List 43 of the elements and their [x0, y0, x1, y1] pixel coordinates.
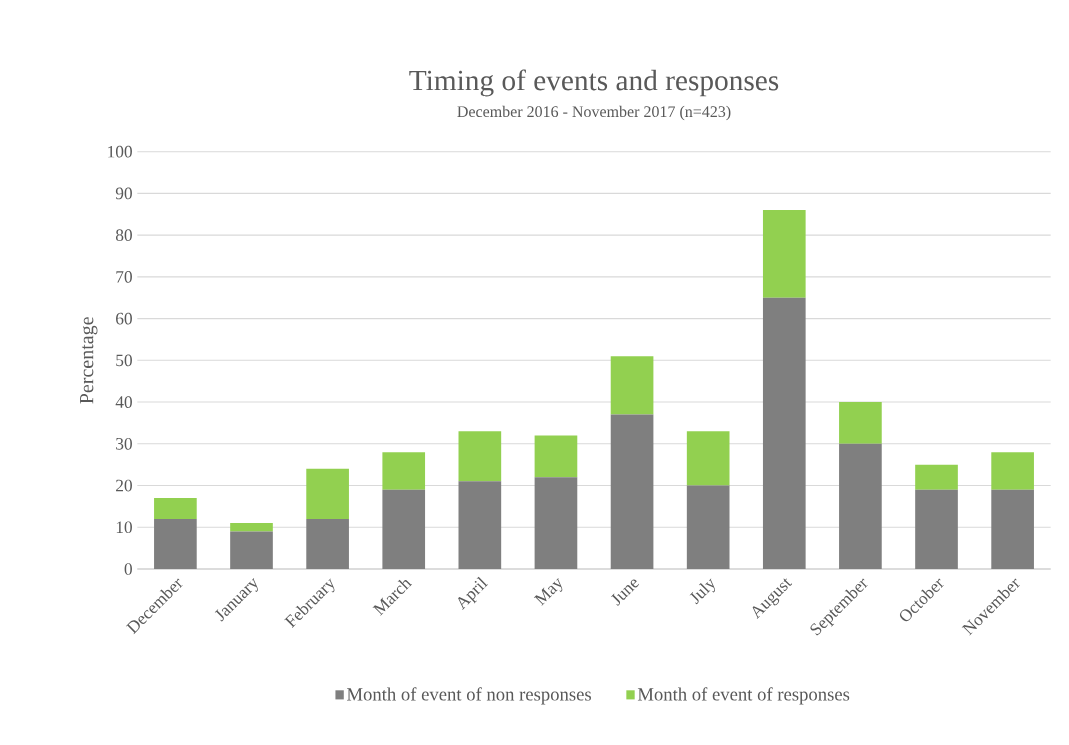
bar — [839, 443, 882, 569]
bar — [382, 489, 426, 569]
y-tick-label: 50 — [116, 354, 132, 367]
y-tick-label: 30 — [116, 437, 132, 450]
bar — [839, 402, 882, 444]
legend-label: Month of event of non responses — [346, 687, 591, 705]
y-tick-label: 90 — [115, 187, 132, 200]
bar — [458, 431, 502, 482]
bar — [306, 468, 349, 519]
y-axis-title: Percentage — [80, 317, 98, 404]
x-tick-label: July — [689, 578, 716, 605]
x-tick-label: June — [611, 579, 640, 606]
bar — [686, 485, 730, 569]
bar — [686, 431, 730, 486]
x-tick-label: May — [533, 578, 563, 606]
y-tick-label: 20 — [116, 479, 132, 492]
bar — [610, 356, 654, 415]
bar — [915, 489, 958, 569]
y-tick-label: 0 — [124, 563, 132, 575]
bar — [458, 481, 502, 569]
bar — [534, 435, 578, 478]
y-tick-label: 10 — [116, 521, 132, 534]
bar — [534, 477, 578, 569]
bar — [230, 531, 273, 569]
bar — [154, 518, 197, 569]
chart-title: Timing of events and responses — [409, 69, 779, 97]
bar — [915, 464, 958, 490]
bar — [762, 297, 806, 569]
y-tick-label: 60 — [116, 312, 132, 325]
y-tick-label: 70 — [116, 271, 132, 283]
bar — [382, 452, 426, 490]
bar — [991, 489, 1034, 569]
bar — [306, 518, 349, 569]
y-tick-label: 80 — [115, 229, 132, 241]
bar — [610, 414, 654, 569]
bar — [762, 210, 806, 298]
y-tick-label: 40 — [115, 396, 132, 408]
legend-label: Month of event of responses — [637, 687, 850, 705]
bar — [991, 452, 1034, 490]
bar — [230, 523, 273, 532]
chart-subtitle: December 2016 - November 2017 (n=423) — [457, 105, 731, 121]
y-tick-label: 100 — [108, 145, 132, 158]
bar — [154, 498, 197, 519]
